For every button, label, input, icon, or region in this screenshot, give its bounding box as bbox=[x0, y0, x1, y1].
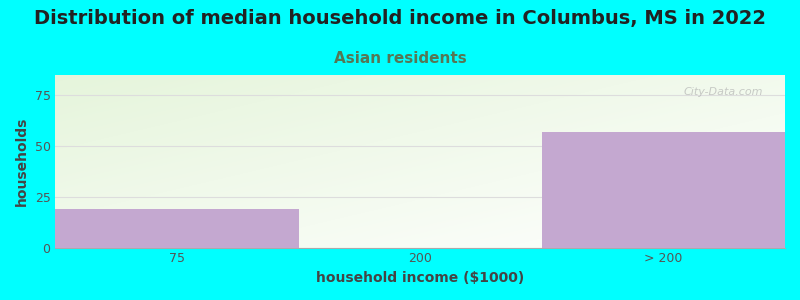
Text: Distribution of median household income in Columbus, MS in 2022: Distribution of median household income … bbox=[34, 9, 766, 28]
Text: City-Data.com: City-Data.com bbox=[684, 87, 763, 97]
Y-axis label: households: households bbox=[15, 117, 29, 206]
Text: Asian residents: Asian residents bbox=[334, 51, 466, 66]
X-axis label: household income ($1000): household income ($1000) bbox=[316, 271, 524, 285]
Bar bbox=[542, 132, 785, 248]
Bar bbox=[55, 209, 298, 248]
